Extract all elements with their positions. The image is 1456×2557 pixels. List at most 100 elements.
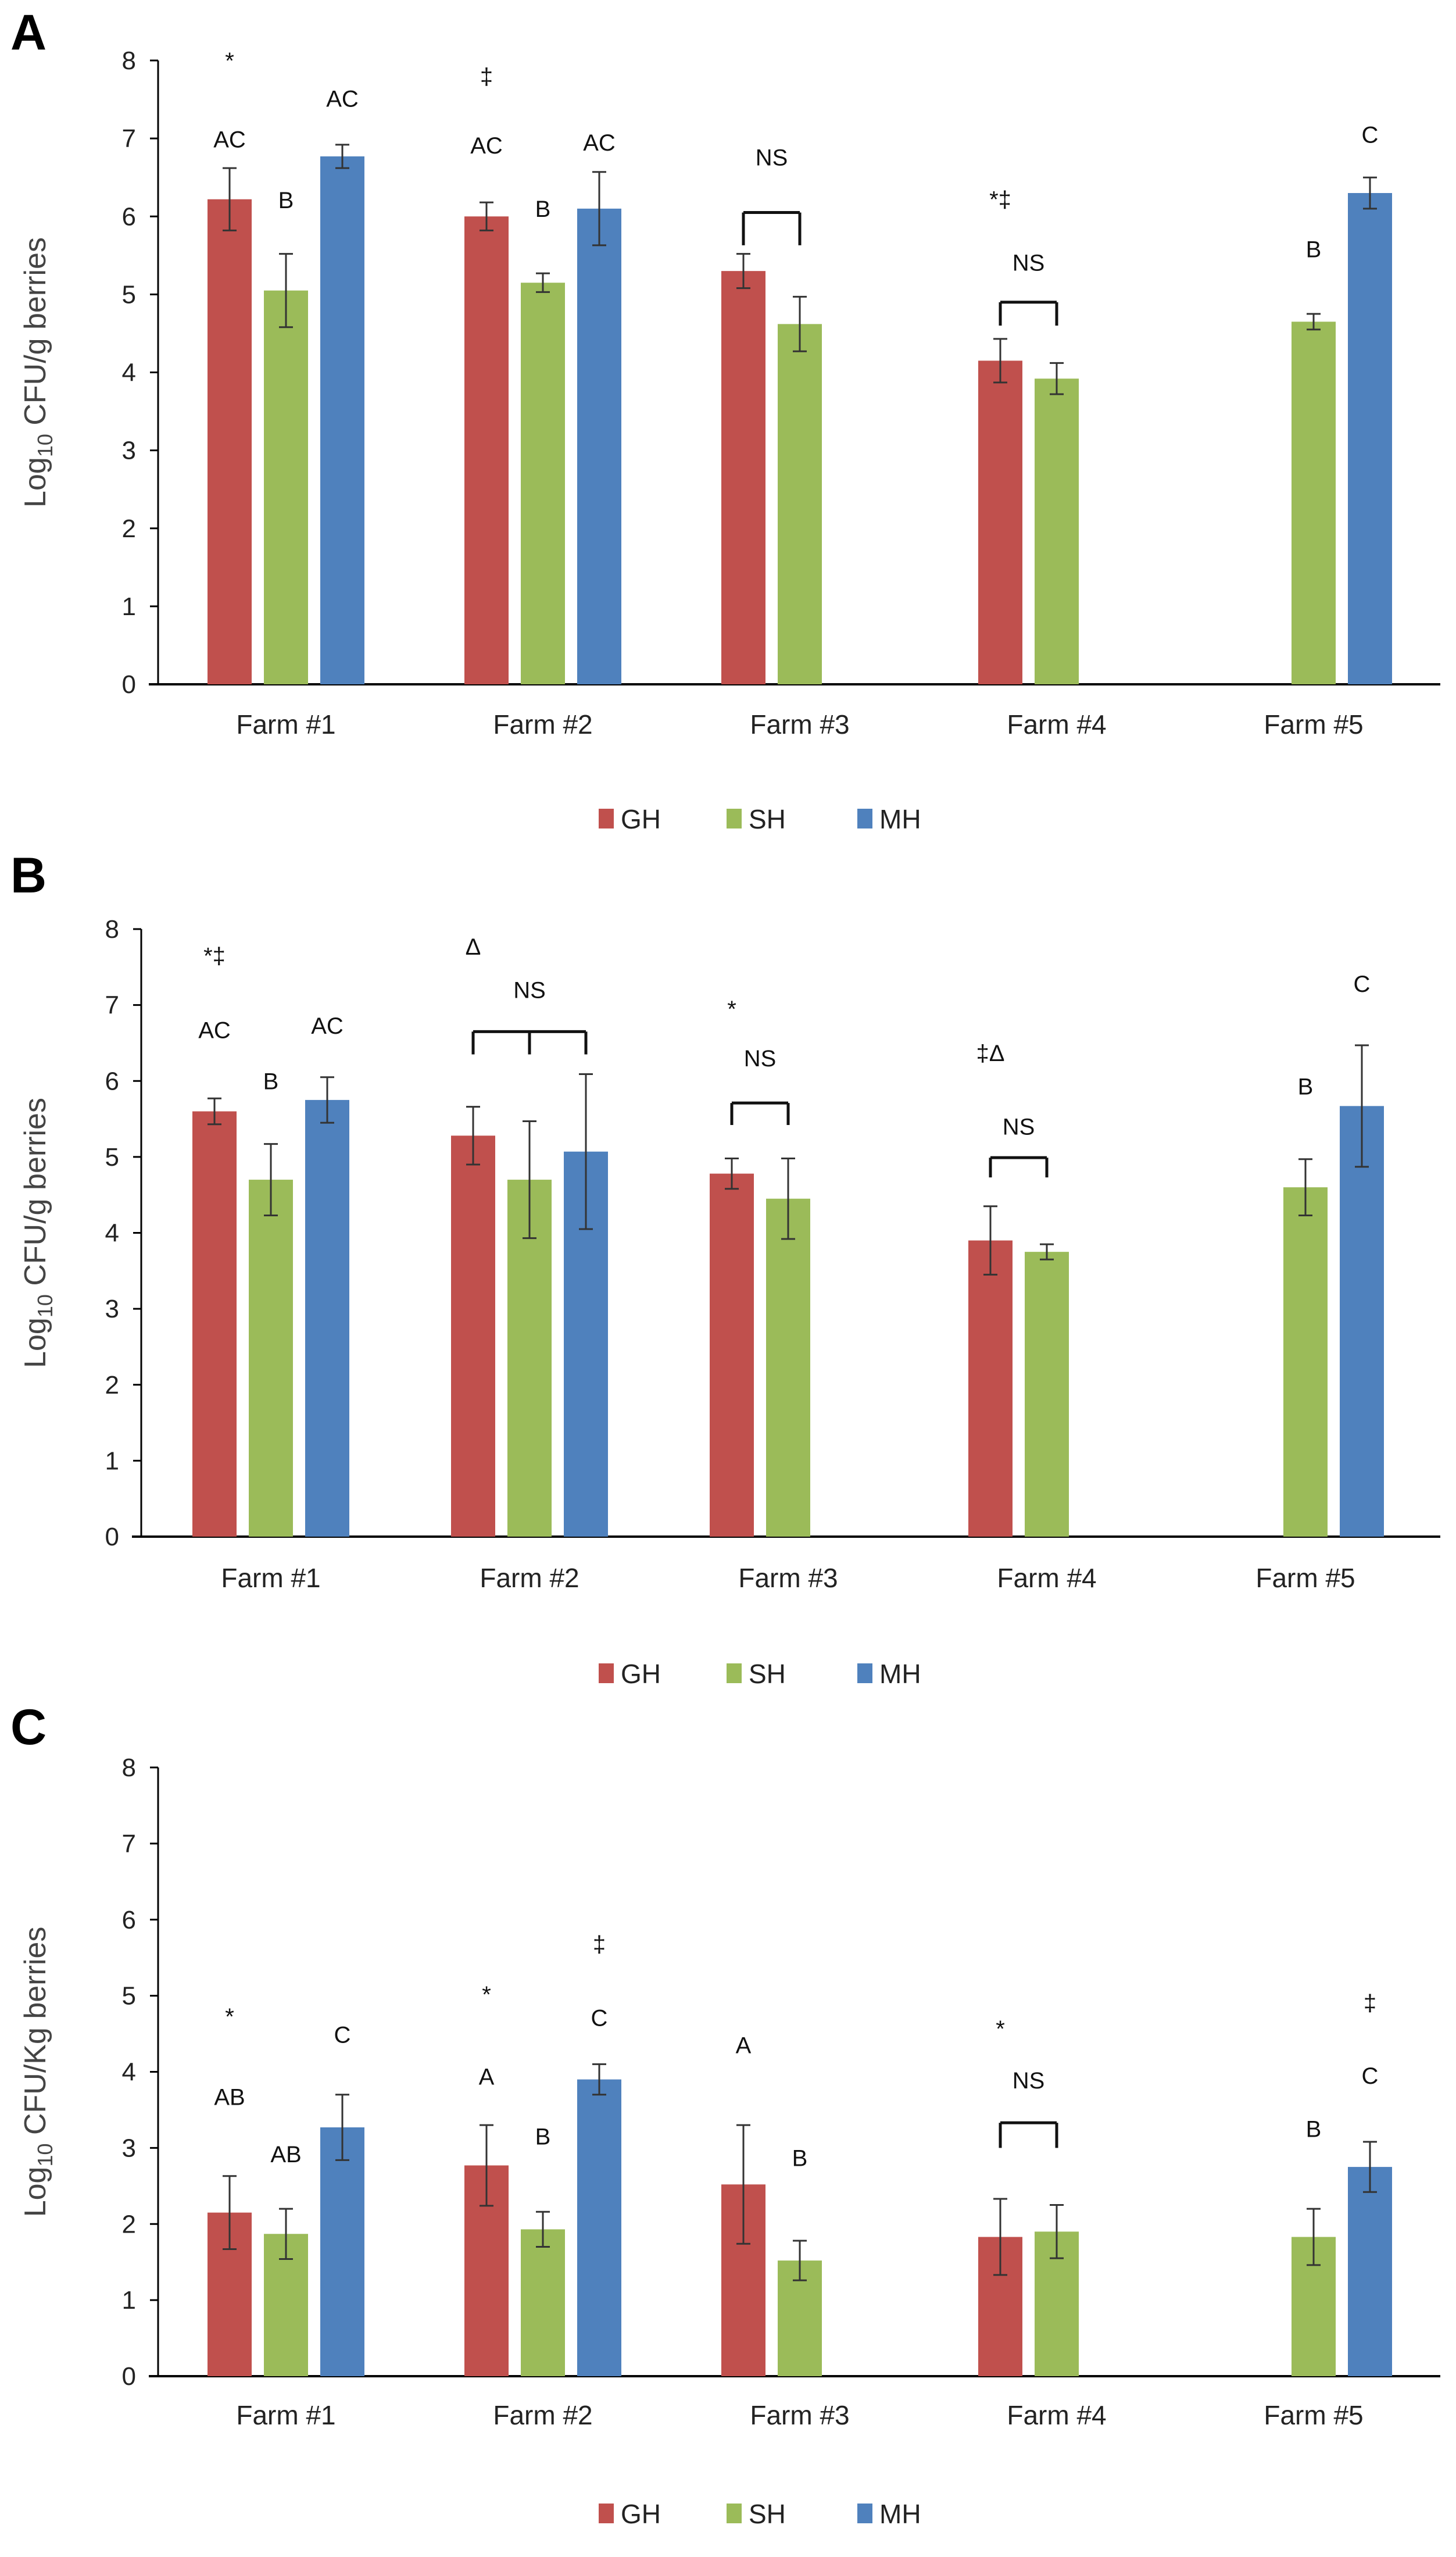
error-bar [480, 2124, 493, 2207]
bar-sh-farm-5 [1283, 1187, 1328, 1537]
significance-annotation: B [278, 188, 294, 213]
legend-label-gh: GH [621, 804, 661, 834]
y-tick-label: 7 [122, 1830, 136, 1858]
bar-sh-farm-1 [249, 1180, 293, 1537]
error-bar [536, 272, 550, 293]
legend: GH SH MH [599, 1659, 921, 1689]
x-category-label: Farm #3 [738, 1563, 838, 1593]
error-bar [993, 2198, 1007, 2276]
y-tick-label: 8 [122, 47, 136, 75]
error-bar [223, 2175, 237, 2250]
bar-sh-farm-2 [507, 1180, 552, 1537]
significance-annotation: A [736, 2033, 752, 2059]
y-tick-label: 8 [105, 915, 119, 944]
significance-annotation: B [792, 2145, 808, 2171]
significance-annotation: AB [214, 2085, 245, 2110]
error-bar [1355, 1044, 1369, 1168]
y-tick-label: 1 [105, 1447, 119, 1475]
legend-swatch-sh [727, 2504, 742, 2523]
significance-annotation: NS [1013, 250, 1045, 276]
error-bar [1050, 362, 1064, 395]
bar-mh-farm-2 [577, 208, 621, 684]
significance-annotation: NS [513, 978, 546, 1003]
error-bar [793, 295, 807, 352]
legend-label-sh: SH [749, 2499, 786, 2529]
significance-annotation: * [996, 2016, 1005, 2042]
bar-sh-farm-3 [766, 1198, 810, 1537]
y-tick-label: 5 [105, 1143, 119, 1172]
significance-annotation: * [225, 48, 234, 74]
x-category-label: Farm #3 [750, 2400, 849, 2430]
y-tick-label: 7 [105, 991, 119, 1020]
significance-annotation: C [1362, 2063, 1379, 2089]
x-category-label: Farm #1 [236, 2400, 335, 2430]
y-tick-label: 4 [122, 2058, 136, 2087]
bar-gh-farm-3 [710, 1173, 754, 1537]
error-bar [1050, 2204, 1064, 2259]
significance-bracket [999, 301, 1058, 326]
panel-a: A Log10 CFU/g berries 0 1 2 3 4 5 6 7 8 Farm #1 Farm… [10, 5, 1440, 834]
legend-swatch-gh [599, 809, 614, 828]
y-tick-label: 4 [122, 359, 136, 387]
significance-bracket [730, 1101, 790, 1126]
x-category-label: Farm #5 [1264, 709, 1363, 740]
significance-bracket [742, 211, 802, 245]
legend-label-sh: SH [749, 1659, 786, 1689]
error-bar [1363, 2141, 1377, 2193]
y-tick-label: 7 [122, 124, 136, 153]
significance-annotation: B [263, 1069, 279, 1094]
significance-annotation: NS [1013, 2068, 1045, 2094]
legend-swatch-gh [599, 1663, 614, 1683]
bar-mh-farm-2 [577, 2079, 621, 2376]
y-axis-label: Log10 CFU/Kg berries [19, 1927, 57, 2217]
x-category-label: Farm #2 [493, 709, 592, 740]
significance-annotation: C [334, 2022, 351, 2048]
significance-annotation: AC [311, 1013, 344, 1039]
y-tick-label: 4 [105, 1219, 119, 1248]
y-tick-label: 3 [105, 1295, 119, 1323]
bar-sh-farm-1 [264, 290, 308, 684]
y-tick-label: 3 [122, 2134, 136, 2162]
significance-annotation: B [1306, 237, 1322, 263]
bar-sh-farm-2 [521, 283, 565, 685]
x-category-label: Farm #5 [1255, 1563, 1355, 1593]
error-bar [1307, 2208, 1321, 2266]
significance-annotation: NS [756, 145, 788, 170]
significance-bracket [471, 1030, 588, 1055]
error-bar [523, 1120, 536, 1240]
y-tick-label: 3 [122, 437, 136, 465]
significance-annotation: AB [270, 2142, 301, 2167]
y-tick-label: 5 [122, 280, 136, 309]
y-axis-label-subscript: 10 [33, 1294, 57, 1317]
legend-swatch-sh [727, 1663, 742, 1683]
x-category-label: Farm #2 [480, 1563, 579, 1593]
significance-annotation: ‡ [1364, 1990, 1376, 2016]
panel-label: B [10, 848, 46, 903]
bar-sh-farm-4 [1035, 378, 1079, 684]
bar-gh-farm-2 [451, 1135, 495, 1537]
significance-annotation: AC [583, 130, 616, 156]
legend: GH SH MH [599, 2499, 921, 2529]
legend-label-mh: MH [879, 1659, 921, 1689]
y-axis-label-main: Log [19, 457, 52, 508]
error-bar [279, 2208, 293, 2260]
error-bar [223, 167, 237, 231]
bar-mh-farm-1 [305, 1099, 349, 1537]
bar-gh-farm-4 [968, 1240, 1013, 1537]
x-category-label: Farm #2 [493, 2400, 592, 2430]
legend: GH SH MH [599, 804, 921, 834]
x-category-label: Farm #4 [997, 1563, 1096, 1593]
y-tick-label: 2 [122, 2210, 136, 2238]
legend-swatch-mh [857, 809, 872, 828]
y-axis-label-rest: CFU/Kg berries [19, 1927, 52, 2144]
panel-label: A [10, 5, 46, 60]
y-tick-label: 2 [105, 1371, 119, 1399]
bar-gh-farm-2 [464, 216, 509, 684]
significance-bracket [989, 1156, 1049, 1178]
significance-annotation: * [225, 2004, 234, 2030]
y-axis-label: Log10 CFU/g berries [19, 237, 57, 508]
significance-annotation: NS [1003, 1115, 1035, 1140]
legend-swatch-sh [727, 809, 742, 828]
panel-b: B Log10 CFU/g berries 0 1 2 3 4 5 6 7 8 Farm #1 Farm… [10, 848, 1440, 1689]
error-bar [536, 2210, 550, 2248]
